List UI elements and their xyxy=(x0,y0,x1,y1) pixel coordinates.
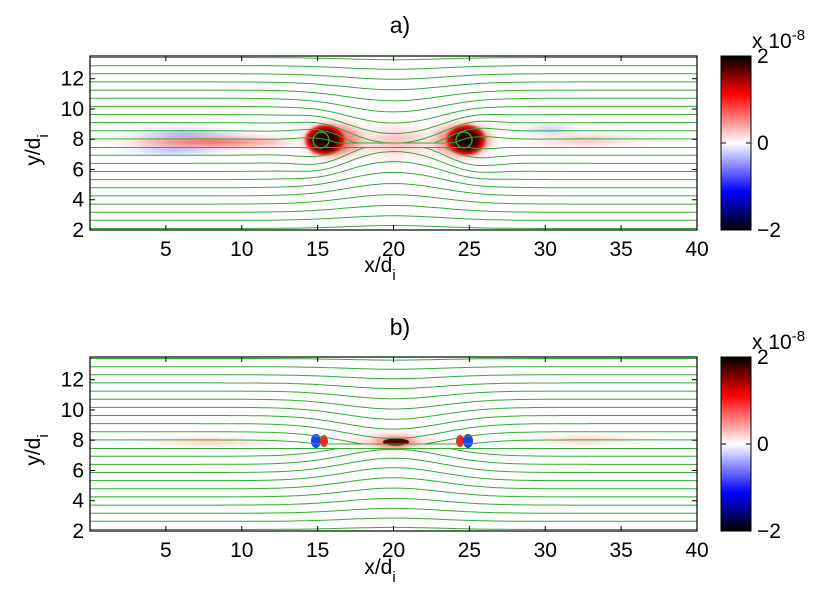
x-tick-label: 15 xyxy=(306,539,329,562)
island-contour-right xyxy=(455,131,473,149)
field-line xyxy=(90,366,697,370)
colorbar-tick-label: 0 xyxy=(757,433,769,456)
field-line xyxy=(90,406,697,420)
y-tick-label: 8 xyxy=(72,429,84,452)
pink-band-right xyxy=(495,131,675,149)
y-tick-label: 2 xyxy=(72,520,84,543)
field-line xyxy=(90,194,697,205)
field-line xyxy=(90,171,697,189)
x-tick-label: 5 xyxy=(160,238,172,261)
field-line xyxy=(90,161,697,181)
blue-band-right xyxy=(505,125,595,135)
field-line xyxy=(90,183,697,197)
x-tick-label: 15 xyxy=(306,238,329,261)
field-line xyxy=(90,390,697,400)
field-line xyxy=(90,448,697,465)
island-contour-left xyxy=(312,131,330,149)
colorbar-tick-label: 2 xyxy=(757,45,769,68)
field-line xyxy=(90,374,697,380)
colorbar-tick-label: 2 xyxy=(757,346,769,369)
field-line xyxy=(90,65,697,70)
colorbar-tick-label: −2 xyxy=(757,219,781,242)
x-tick-label: 25 xyxy=(458,539,481,562)
field-line xyxy=(90,467,697,482)
field-line xyxy=(90,114,697,135)
x-tick-label: 40 xyxy=(685,238,708,261)
y-axis-label-b: y/di xyxy=(22,434,52,465)
field-line xyxy=(90,81,697,91)
x-tick-label: 10 xyxy=(230,539,253,562)
field-line xyxy=(90,89,697,102)
field-line xyxy=(90,120,697,144)
y-tick-label: 6 xyxy=(72,459,84,482)
pink-band-left-b xyxy=(100,436,320,448)
field-line xyxy=(90,97,697,113)
x-tick-label: 25 xyxy=(458,238,481,261)
panel-b-title: b) xyxy=(390,314,410,340)
x-axis-label-b: x/di xyxy=(364,556,395,586)
field-line xyxy=(90,431,697,445)
field-line xyxy=(90,477,697,490)
field-line xyxy=(90,205,697,213)
field-line xyxy=(90,415,697,430)
field-line xyxy=(90,105,697,124)
y-tick-label: 12 xyxy=(61,369,84,392)
field-line xyxy=(90,457,697,473)
field-line xyxy=(90,147,697,150)
field-line xyxy=(90,215,697,221)
y-tick-label: 6 xyxy=(72,158,84,181)
colorbar-b: 2 0 −2 x 10-8 xyxy=(720,328,805,543)
field-line xyxy=(90,497,697,506)
y-tick-label: 10 xyxy=(61,399,84,422)
x-tick-label: 30 xyxy=(534,238,557,261)
y-tick-label: 4 xyxy=(72,189,84,212)
colorbar-a-scale: x 10-8 xyxy=(752,27,805,53)
field-line xyxy=(90,382,697,390)
island-core-left xyxy=(303,123,347,157)
y-tick-label: 12 xyxy=(61,68,84,91)
x-tick-label: 20 xyxy=(382,539,405,562)
x-axis-label-a: x/di xyxy=(364,254,395,284)
x-tick-label: 35 xyxy=(609,539,632,562)
field-line xyxy=(90,423,697,439)
x-tick-label: 5 xyxy=(160,539,172,562)
field-line xyxy=(90,398,697,410)
y-tick-label: 10 xyxy=(61,98,84,121)
x-tick-label: 35 xyxy=(609,238,632,261)
field-line xyxy=(90,150,697,173)
x-tick-label: 30 xyxy=(534,539,557,562)
field-line xyxy=(90,487,697,498)
colorbar-b-scale: x 10-8 xyxy=(752,328,805,354)
x-tick-label: 40 xyxy=(685,539,708,562)
x-tick-label: 10 xyxy=(230,238,253,261)
heatmap-a xyxy=(89,55,698,231)
field-line xyxy=(90,73,697,80)
colorbar-tick-label: −2 xyxy=(757,520,781,543)
y-tick-label: 8 xyxy=(72,128,84,151)
heatmap-b xyxy=(89,356,698,532)
colorbar-a: 2 0 −2 x 10-8 xyxy=(720,27,805,242)
field-line xyxy=(90,517,697,522)
y-axis-label-a: y/di xyxy=(22,134,52,165)
y-tick-label: 2 xyxy=(72,219,84,242)
y-tick-label: 4 xyxy=(72,490,84,513)
field-line xyxy=(90,507,697,514)
x-tick-label: 20 xyxy=(382,238,405,261)
red-band-left xyxy=(100,135,320,149)
panel-a-title: a) xyxy=(390,12,410,38)
colorbar-tick-label: 0 xyxy=(757,132,769,155)
